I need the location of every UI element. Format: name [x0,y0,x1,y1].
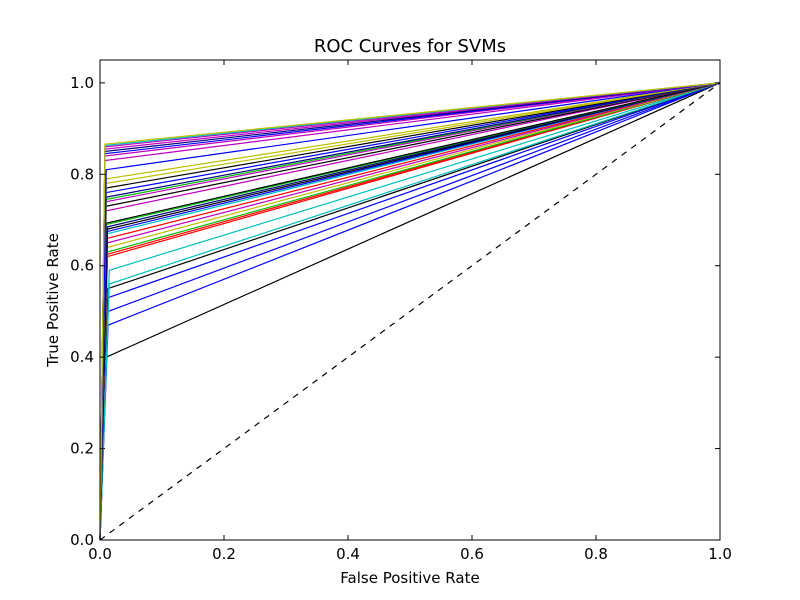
x-tick-label: 0.6 [460,545,484,563]
series-layer [99,82,721,541]
y-tick-label: 0.8 [70,165,94,183]
x-axis-label: False Positive Rate [340,569,479,587]
y-tick-label: 1.0 [70,74,94,92]
ticks-layer: 0.0 0.2 0.4 0.6 0.8 1.0 0.0 0.2 0.4 0.6 0.8 1.0 [70,60,732,563]
chance-diagonal-line [99,82,721,541]
plot-frame [99,59,721,541]
plot-area [100,60,720,540]
x-tick-label: 0.0 [88,545,112,563]
roc-series-line-37 [99,82,721,541]
diagonal-layer [99,82,721,541]
x-tick-label: 0.8 [584,545,608,563]
x-tick-label: 1.0 [708,545,732,563]
chart-title: ROC Curves for SVMs [314,36,506,57]
y-tick-label: 0.6 [70,257,94,275]
roc-series-line-7 [99,82,721,541]
y-tick-label: 0.2 [70,440,94,458]
x-tick-label: 0.4 [336,545,360,563]
x-tick-label: 0.2 [212,545,236,563]
y-tick-label: 0.0 [70,531,94,549]
y-tick-label: 0.4 [70,348,94,366]
y-axis-label: True Positive Rate [44,233,62,368]
